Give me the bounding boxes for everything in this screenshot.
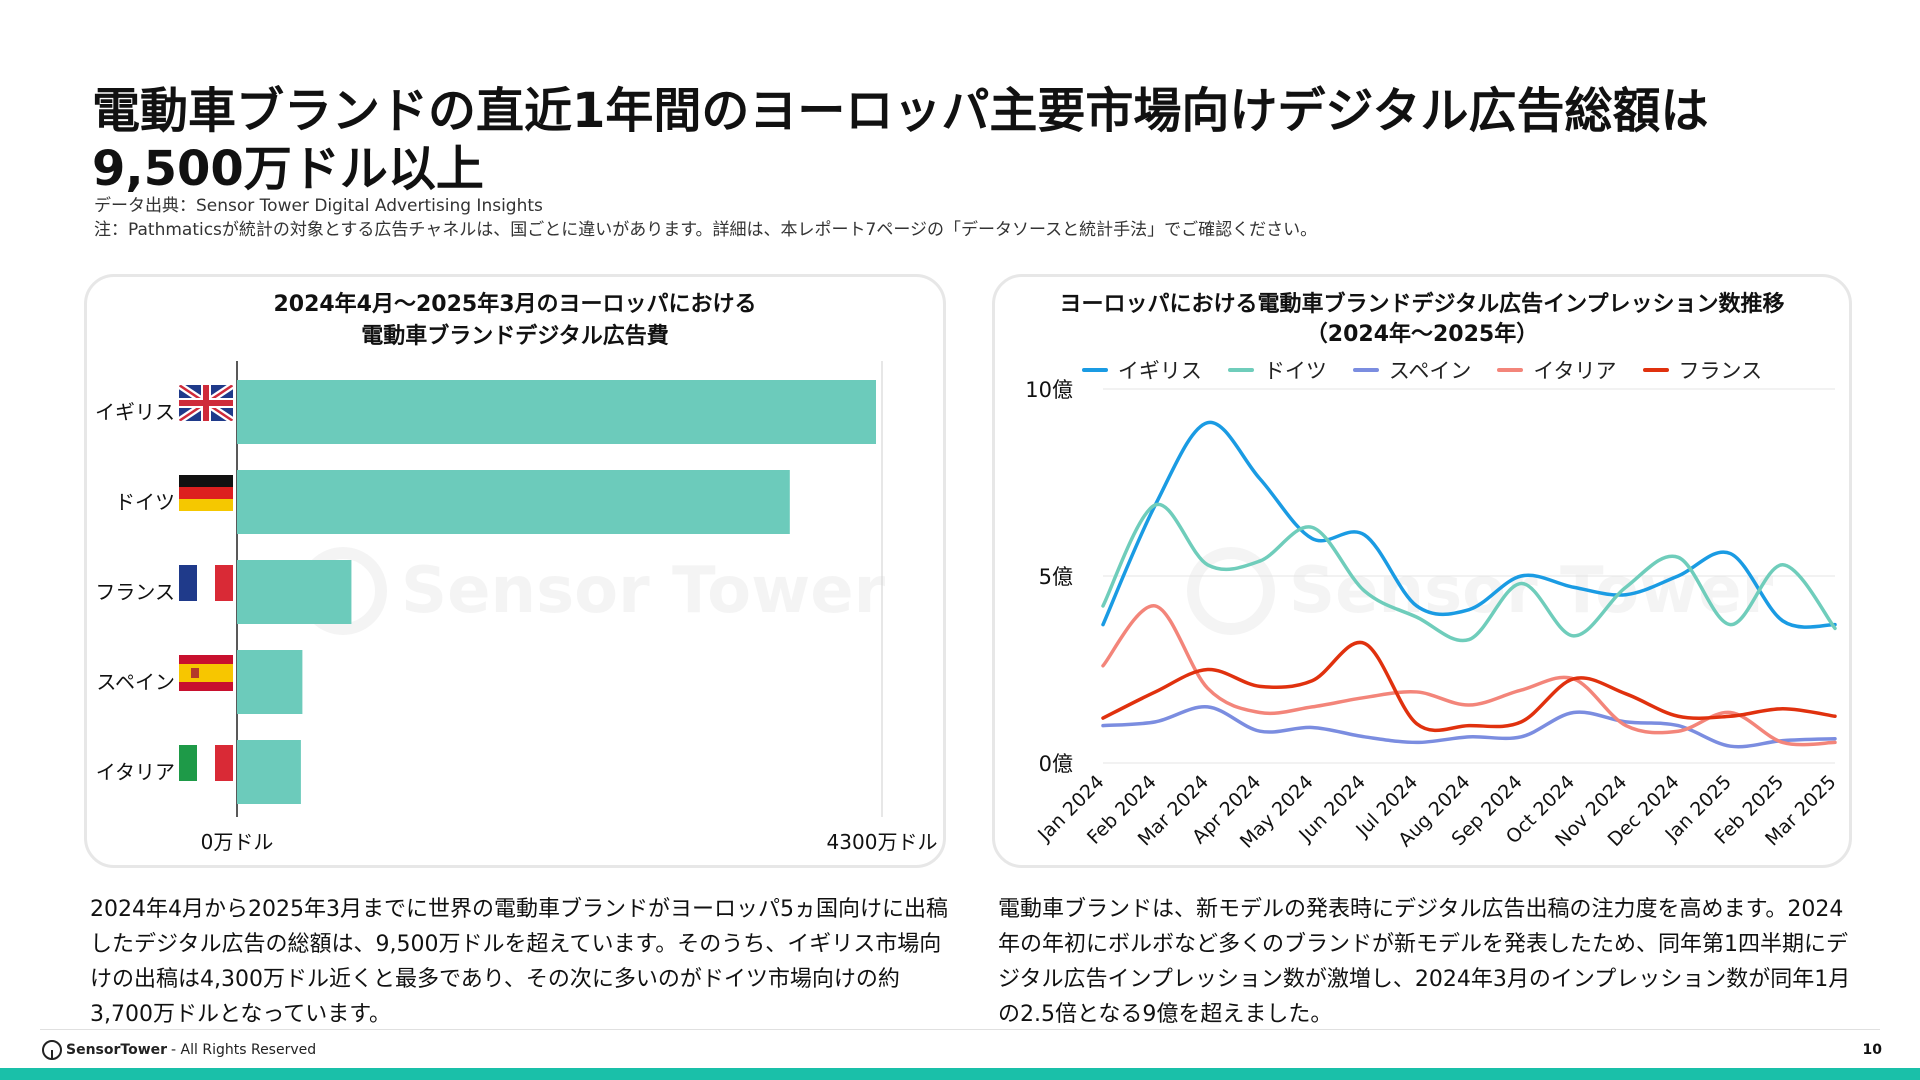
legend-swatch — [1497, 368, 1524, 372]
line-chart-title-line1: ヨーロッパにおける電動車ブランドデジタル広告インプレッション数推移 — [1059, 292, 1785, 317]
series-line — [1101, 502, 1837, 643]
bar-chart-title-line2: 電動車ブランドデジタル広告費 — [361, 324, 669, 349]
spain-flag-icon — [179, 655, 233, 691]
series-line — [1101, 420, 1837, 629]
legend-swatch — [1081, 368, 1108, 372]
y-tick-label: 5億 — [1039, 565, 1073, 589]
legend-item: イギリス — [1081, 355, 1202, 385]
series-line — [1101, 604, 1837, 747]
legend-label: イギリス — [1117, 359, 1202, 383]
y-tick-label: 10億 — [1025, 378, 1073, 402]
bottom-accent-bar — [0, 1068, 1920, 1080]
bar-category-label: スペイン — [96, 670, 175, 694]
bar-chart-title-line1: 2024年4月～2025年3月のヨーロッパにおける — [273, 292, 757, 317]
source-line: データ出典：Sensor Tower Digital Advertising I… — [94, 196, 543, 216]
left-description: 2024年4月から2025年3月までに世界の電動車ブランドがヨーロッパ5ヵ国向け… — [90, 897, 948, 1027]
line-chart-title-line2: （2024年～2025年） — [1305, 322, 1539, 347]
footer: SensorTower - All Rights Reserved — [42, 1040, 316, 1060]
legend-item: イタリア — [1497, 355, 1617, 385]
source-block: データ出典：Sensor Tower Digital Advertising I… — [94, 194, 1317, 242]
legend-swatch — [1227, 368, 1254, 372]
legend-label: フランス — [1678, 359, 1763, 383]
legend-label: ドイツ — [1263, 359, 1327, 383]
bar-category-label: フランス — [95, 580, 175, 604]
bar — [237, 560, 352, 624]
footer-divider — [40, 1029, 1880, 1030]
y-tick-label: 0億 — [1039, 752, 1073, 776]
bar-x-tick-label: 4300万ドル — [827, 830, 938, 854]
bar-category-label: イタリア — [96, 760, 175, 784]
legend-item: ドイツ — [1227, 355, 1327, 385]
uk-flag-icon — [179, 385, 233, 421]
series-line — [1101, 640, 1837, 733]
footer-brand: SensorTower — [66, 1042, 168, 1058]
italy-flag-icon — [179, 745, 233, 781]
right-description: 電動車ブランドは、新モデルの発表時にデジタル広告出稿の注力度を高めます。2024… — [998, 897, 1851, 1027]
bar — [237, 740, 301, 804]
series-line — [1101, 705, 1837, 749]
legend-label: イタリア — [1533, 359, 1617, 383]
footer-rights: - All Rights Reserved — [171, 1042, 317, 1058]
bar-category-label: ドイツ — [115, 490, 175, 514]
watermark-text: Sensor Tower — [401, 554, 885, 628]
page-title: 電動車ブランドの直近1年間のヨーロッパ主要市場向けデジタル広告総額は9,500万… — [92, 83, 1709, 197]
france-flag-icon — [179, 565, 233, 601]
page-number: 10 — [1862, 1042, 1882, 1058]
line-chart-panel: ヨーロッパにおける電動車ブランドデジタル広告インプレッション数推移 （2024年… — [992, 274, 1852, 868]
bar-chart-panel: 2024年4月～2025年3月のヨーロッパにおける 電動車ブランドデジタル広告費… — [84, 274, 946, 868]
legend-item: フランス — [1642, 355, 1763, 385]
legend-label: スペイン — [1388, 359, 1472, 383]
bar — [237, 470, 790, 534]
legend-swatch — [1642, 368, 1669, 372]
bar — [237, 380, 876, 444]
watermark-right: Sensor Tower — [1187, 547, 1773, 635]
note-line: 注：Pathmaticsが統計の対象とする広告チャネルは、国ごとに違いがあります… — [94, 220, 1318, 240]
sensor-tower-logo-icon — [42, 1040, 62, 1060]
bar — [237, 650, 303, 714]
line-chart-legend: イギリス ドイツ スペイン イタリア フランス — [995, 355, 1849, 385]
germany-flag-icon — [179, 475, 233, 511]
legend-swatch — [1352, 368, 1379, 372]
bar-x-tick-label: 0万ドル — [201, 830, 274, 854]
legend-item: スペイン — [1352, 355, 1472, 385]
bar-category-label: イギリス — [95, 400, 175, 424]
